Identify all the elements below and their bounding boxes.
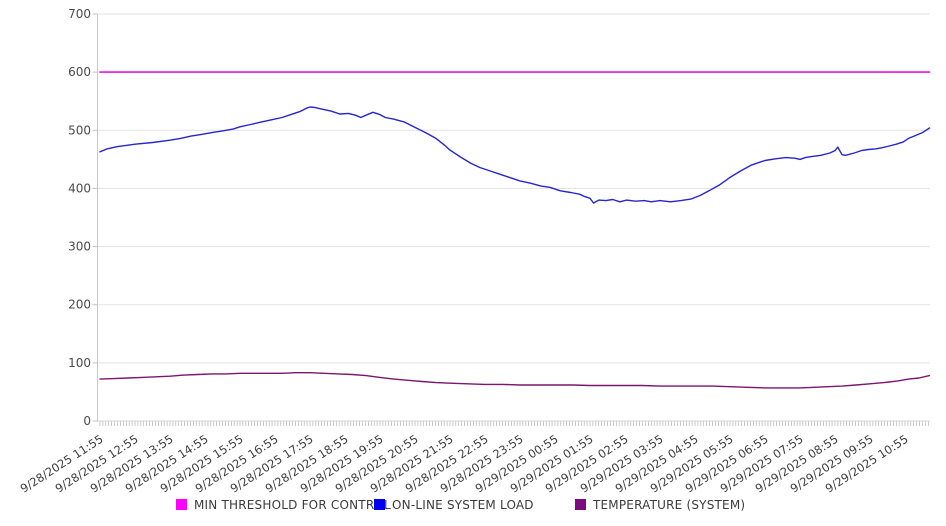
y-axis-labels: 0 100 200 300 400 500 600 700 <box>68 7 91 428</box>
y-axis-label: 600 <box>68 65 91 79</box>
system-load-line-chart: 0 100 200 300 400 500 600 700 9/28/2025 11:559/2… <box>18 7 931 496</box>
chart-legend: MIN THRESHOLD FOR CONTROL ON-LINE SYSTEM… <box>0 0 946 512</box>
y-axis-label: 200 <box>68 298 91 312</box>
y-axis-label: 400 <box>68 181 91 195</box>
y-axis-label: 500 <box>68 123 91 137</box>
legend-label-online-system-load: ON-LINE SYSTEM LOAD <box>392 497 534 512</box>
legend-item-online-system-load: ON-LINE SYSTEM LOAD <box>374 497 534 512</box>
legend-item-temperature-system: TEMPERATURE (SYSTEM) <box>575 497 746 512</box>
y-gridlines <box>97 13 930 422</box>
legend-label-min-threshold: MIN THRESHOLD FOR CONTROL <box>194 497 391 512</box>
legend-swatch-min-threshold <box>176 499 187 510</box>
legend-label-temperature-system: TEMPERATURE (SYSTEM) <box>593 497 746 512</box>
legend-swatch-temperature-system <box>575 499 586 510</box>
y-axis-label: 100 <box>68 356 91 370</box>
y-axis-label: 300 <box>68 240 91 254</box>
x-axis-labels: 9/28/2025 11:559/28/2025 12:559/28/2025 … <box>18 432 911 496</box>
y-axis-ticks <box>92 13 98 422</box>
legend-swatch-online-system-load <box>374 499 385 510</box>
y-axis-label: 0 <box>83 414 91 428</box>
series-line-temperature-system- <box>99 372 931 389</box>
series-line-on-line-system-load <box>99 106 931 204</box>
x-minor-ticks <box>99 421 929 426</box>
axes <box>97 14 930 422</box>
legend-item-min-threshold: MIN THRESHOLD FOR CONTROL <box>176 497 391 512</box>
y-axis-label: 700 <box>68 7 91 21</box>
